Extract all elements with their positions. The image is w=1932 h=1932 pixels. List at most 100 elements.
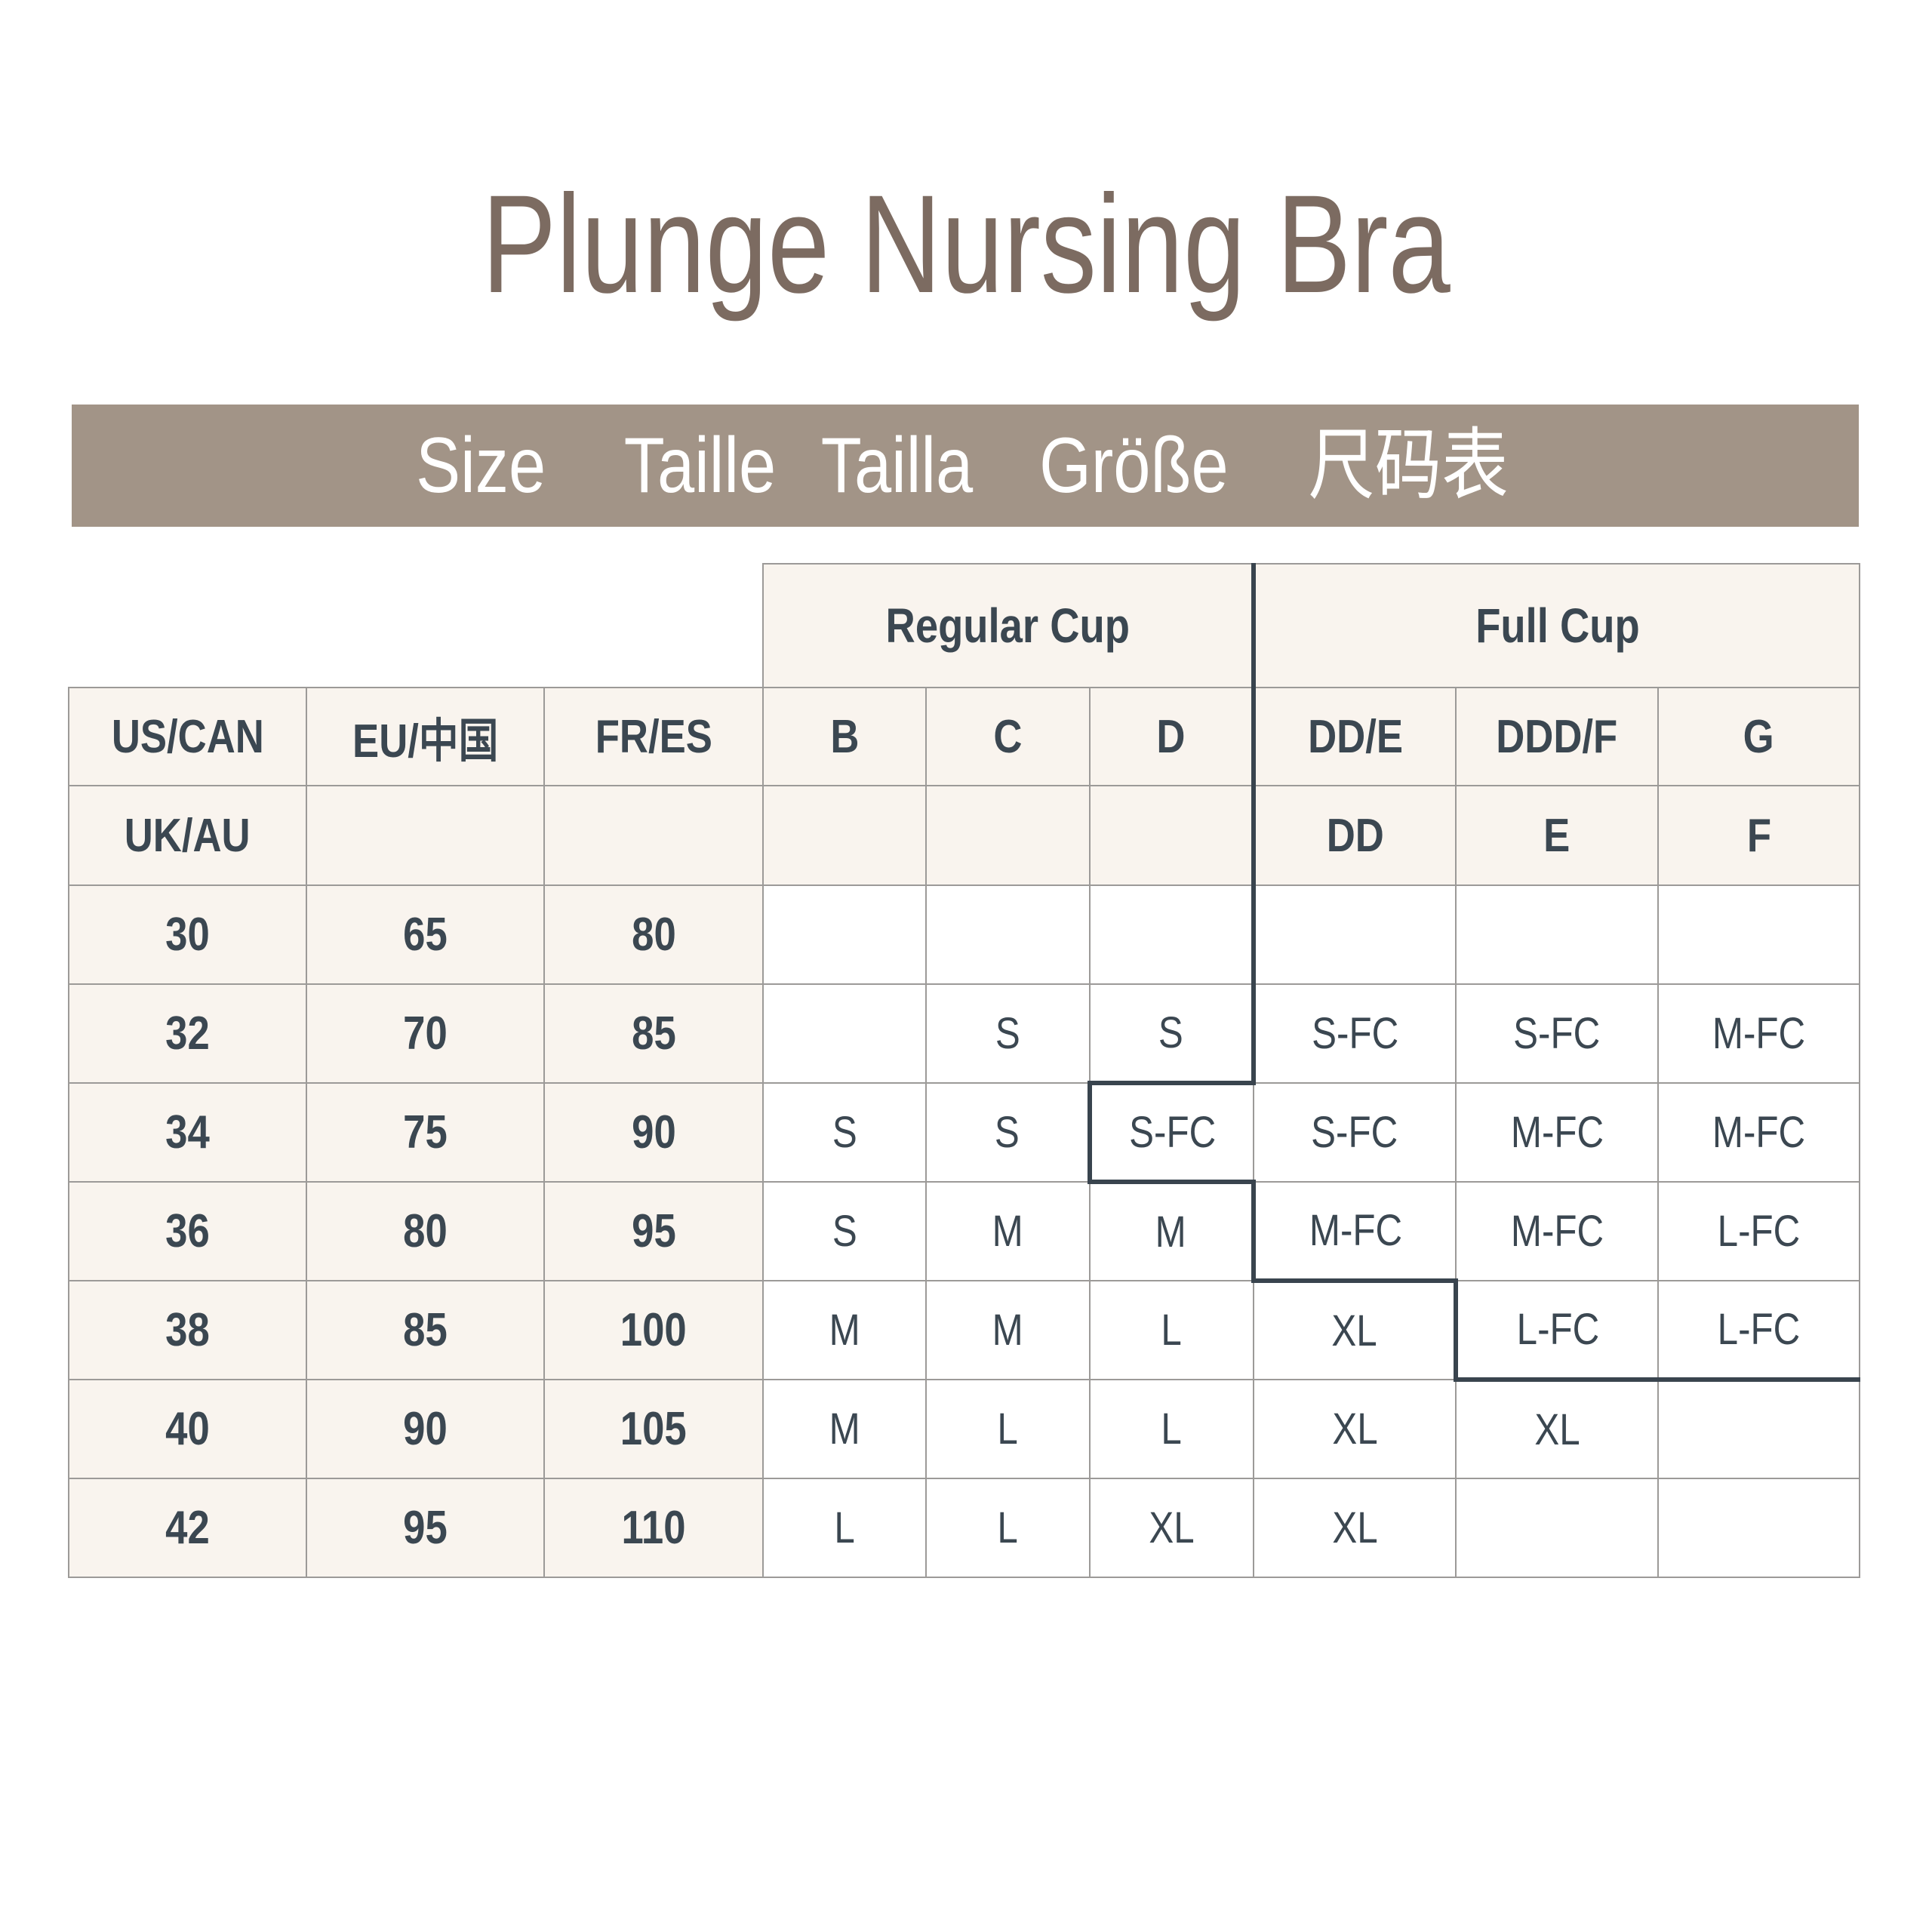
band-cell: 34 [68, 1082, 307, 1183]
subheader-empty [1089, 785, 1255, 886]
col-header-cup-c: C [925, 687, 1091, 786]
cup-cell: S [762, 1082, 928, 1183]
cup-spacer-cell [69, 564, 764, 688]
banner-word-groesse: Größe [1038, 422, 1229, 509]
band-cell: 95 [543, 1181, 764, 1281]
size-row-30: 30 65 80 [68, 884, 1861, 985]
col-header-eu-cn: EU/中国 [306, 687, 545, 786]
band-cell: 110 [543, 1478, 764, 1578]
size-row-32: 32 70 85 S S S-FC S-FC M-FC [68, 983, 1861, 1085]
cup-cell [762, 884, 928, 985]
cup-cell: XL [1253, 1280, 1457, 1380]
subheader-dd: DD [1251, 785, 1457, 886]
band-cell: 32 [68, 983, 307, 1084]
cup-cell: M-FC [1657, 983, 1861, 1084]
col-header-uk-au: UK/AU [68, 785, 307, 886]
subheader-empty [543, 785, 764, 886]
col-header-cup-d: D [1089, 687, 1255, 786]
cup-cell: S-FC [1251, 983, 1457, 1084]
band-cell: 75 [306, 1082, 545, 1183]
cup-cell: M-FC [1455, 1082, 1660, 1183]
band-cell: 90 [306, 1379, 545, 1479]
cup-cell: L-FC [1657, 1181, 1861, 1281]
col-header-cup-b: B [762, 687, 928, 786]
cup-cell: L [925, 1478, 1091, 1578]
col-header-fr-es: FR/ES [543, 687, 764, 786]
cup-cell [1657, 1379, 1861, 1479]
cup-cell: L [1089, 1379, 1255, 1479]
size-row-36: 36 80 95 S M M M-FC M-FC L-FC [68, 1181, 1861, 1283]
page-title: Plunge Nursing Bra [481, 167, 1451, 322]
banner-word-tailla: Tailla [820, 422, 974, 509]
cup-cell: M [762, 1280, 928, 1380]
cup-cell [762, 983, 928, 1084]
cup-cell: L [1089, 1280, 1255, 1380]
cup-cell [1657, 884, 1861, 985]
band-cell: 42 [68, 1478, 307, 1578]
cup-cell: M [762, 1379, 928, 1479]
cup-cell [1657, 1478, 1861, 1578]
cup-cell: S-FC [1455, 983, 1660, 1084]
cup-cell: XL [1253, 1379, 1457, 1479]
cup-cell: M [1089, 1181, 1255, 1281]
cup-cell: M-FC [1455, 1181, 1660, 1281]
subheader-empty [306, 785, 545, 886]
cup-cell: S [1089, 983, 1255, 1085]
cup-cell: S [762, 1181, 928, 1281]
size-row-38: 38 85 100 M M L XL L-FC L-FC [68, 1280, 1861, 1382]
cup-cell: M [925, 1181, 1091, 1281]
band-cell: 38 [68, 1280, 307, 1380]
col-header-cup-dd-e: DD/E [1251, 687, 1457, 786]
cup-cell: M-FC [1251, 1181, 1457, 1283]
cup-cell [1455, 1478, 1660, 1578]
band-cell: 80 [306, 1181, 545, 1281]
subheader-e: E [1455, 785, 1660, 886]
cup-cell: S-FC [1088, 1082, 1255, 1184]
size-row-34: 34 75 90 S S S-FC S-FC M-FC M-FC [68, 1082, 1861, 1184]
cup-cell: L [925, 1379, 1091, 1479]
cup-group-row: Regular Cup Full Cup [69, 563, 1861, 688]
cup-cell [1089, 884, 1255, 985]
col-header-cup-ddd-f: DDD/F [1455, 687, 1660, 786]
col-header-cup-g: G [1657, 687, 1861, 786]
size-table: Regular Cup Full Cup US/CAN EU/中国 FR/ES … [68, 563, 1861, 1578]
band-cell: 70 [306, 983, 545, 1084]
band-cell: 36 [68, 1181, 307, 1281]
col-header-us-can: US/CAN [68, 687, 307, 786]
full-cup-header: Full Cup [1253, 563, 1861, 688]
cup-cell: L-FC [1454, 1280, 1660, 1382]
band-cell: 40 [68, 1379, 307, 1479]
banner-word-taille: Taille [623, 422, 777, 509]
cup-cell [1251, 884, 1457, 985]
cup-cell: M-FC [1657, 1082, 1861, 1183]
banner-word-chinese: 尺码表 [1307, 422, 1509, 509]
cup-cell: M [925, 1280, 1091, 1380]
size-row-40: 40 90 105 M L L XL XL [68, 1379, 1861, 1479]
cup-cell: L-FC [1657, 1280, 1861, 1382]
cup-cell: L [762, 1478, 928, 1578]
band-cell: 90 [543, 1082, 764, 1183]
size-banner: Size Taille Tailla Größe 尺码表 [72, 405, 1859, 527]
size-row-42: 42 95 110 L L XL XL [68, 1478, 1861, 1578]
cup-cell: S [925, 1082, 1091, 1183]
header-row-2: UK/AU DD E F [68, 785, 1861, 886]
band-cell: 95 [306, 1478, 545, 1578]
regular-cup-header: Regular Cup [762, 563, 1257, 688]
band-cell: 105 [543, 1379, 764, 1479]
cup-cell: S-FC [1253, 1082, 1457, 1183]
band-cell: 30 [68, 884, 307, 985]
subheader-f: F [1657, 785, 1861, 886]
cup-cell [925, 884, 1091, 985]
band-cell: 85 [543, 983, 764, 1084]
cup-cell: XL [1455, 1379, 1660, 1479]
header-row-1: US/CAN EU/中国 FR/ES B C D DD/E DDD/F G [68, 687, 1861, 786]
band-cell: 85 [306, 1280, 545, 1380]
banner-word-size: Size [416, 422, 546, 509]
cup-cell [1455, 884, 1660, 985]
cup-cell: XL [1253, 1478, 1457, 1578]
band-cell: 65 [306, 884, 545, 985]
subheader-empty [762, 785, 928, 886]
subheader-empty [925, 785, 1091, 886]
cup-cell: S [925, 983, 1091, 1084]
